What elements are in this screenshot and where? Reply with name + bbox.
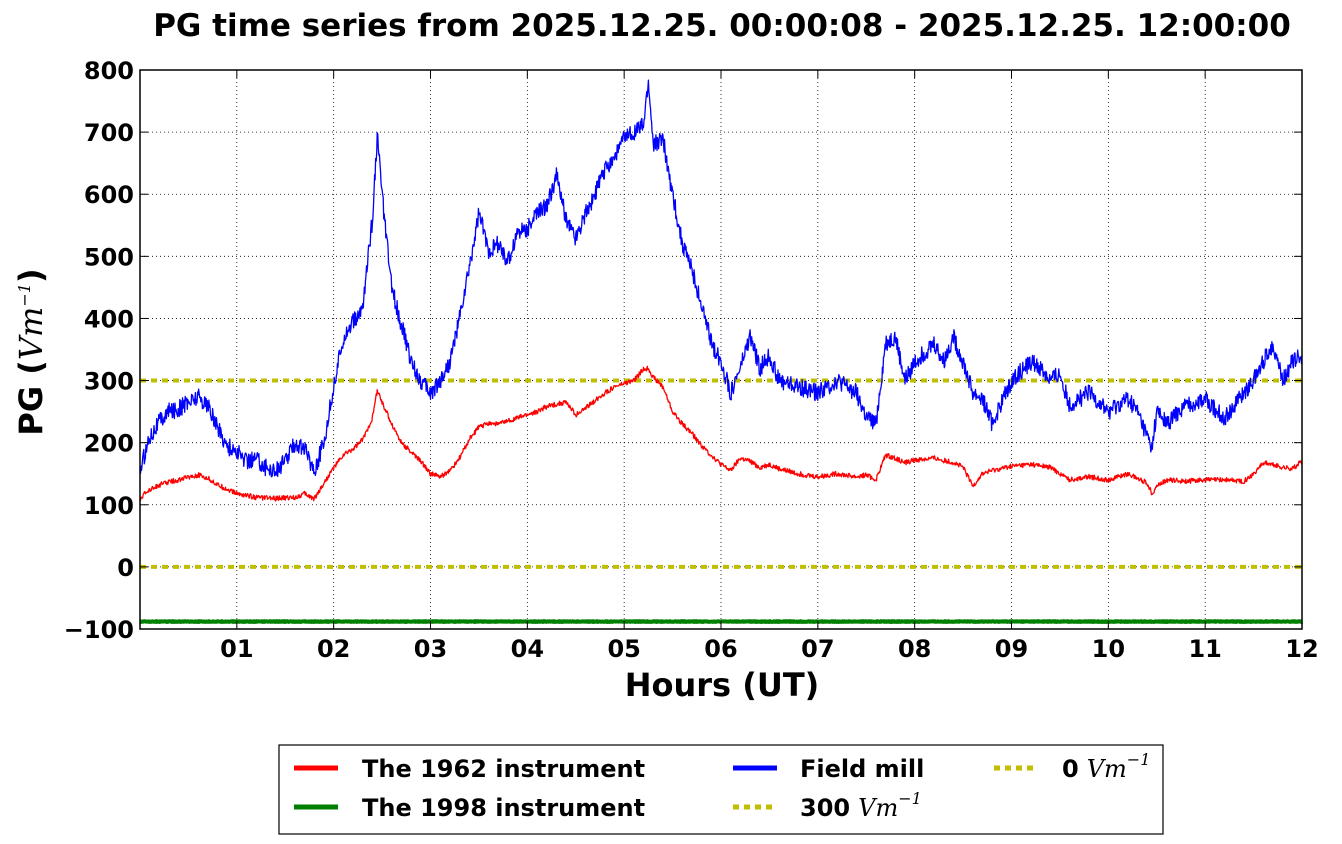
legend-label-field-mill: Field mill xyxy=(800,755,924,783)
y-tick-label: 800 xyxy=(84,57,134,85)
chart-title: PG time series from 2025.12.25. 00:00:08… xyxy=(153,8,1291,44)
y-tick-label: 0 xyxy=(117,554,134,582)
y-tick-label: 400 xyxy=(84,305,134,333)
y-tick-label: 100 xyxy=(84,492,134,520)
x-tick-label: 04 xyxy=(511,635,544,663)
x-tick-label: 08 xyxy=(898,635,931,663)
plot-frame xyxy=(139,69,1303,630)
x-tick-label: 06 xyxy=(704,635,737,663)
x-tick-label: 02 xyxy=(317,635,350,663)
y-tick-label: 700 xyxy=(84,119,134,147)
x-tick-label: 07 xyxy=(801,635,834,663)
reference-lines xyxy=(140,378,1302,569)
legend-label-0: 0 Vm−1 xyxy=(1062,750,1150,783)
legend: The 1962 instrument The 1998 instrument … xyxy=(278,744,1164,835)
x-tick-label: 10 xyxy=(1092,635,1125,663)
y-tick-label: 200 xyxy=(84,430,134,458)
x-tick-label: 03 xyxy=(414,635,447,663)
legend-label-1962: The 1962 instrument xyxy=(362,755,645,783)
series-field-mill xyxy=(139,79,1303,478)
series-the-1962-instrument xyxy=(139,365,1303,502)
legend-label-300: 300 Vm−1 xyxy=(800,789,922,822)
legend-label-1998: The 1998 instrument xyxy=(362,794,645,822)
legend-box xyxy=(278,744,1164,835)
y-tick-label: −100 xyxy=(64,616,134,644)
x-tick-label: 12 xyxy=(1285,635,1318,663)
x-tick-label: 11 xyxy=(1188,635,1221,663)
y-tick-label: 300 xyxy=(84,368,134,396)
y-axis-label: PG (Vm−1) xyxy=(12,268,50,435)
series-lines xyxy=(138,79,1304,624)
y-tick-label: 600 xyxy=(84,181,134,209)
x-tick-label: 05 xyxy=(607,635,640,663)
grid-lines xyxy=(140,70,1302,629)
y-axis-ticks: −100 0 100 200 300 400 500 600 700 800 xyxy=(64,57,1302,644)
x-tick-label: 01 xyxy=(220,635,253,663)
x-axis-label: Hours (UT) xyxy=(625,666,820,704)
x-axis-ticks: 01 02 03 04 05 06 07 08 09 10 11 12 xyxy=(220,70,1319,663)
x-tick-label: 09 xyxy=(995,635,1028,663)
y-tick-label: 500 xyxy=(84,243,134,271)
